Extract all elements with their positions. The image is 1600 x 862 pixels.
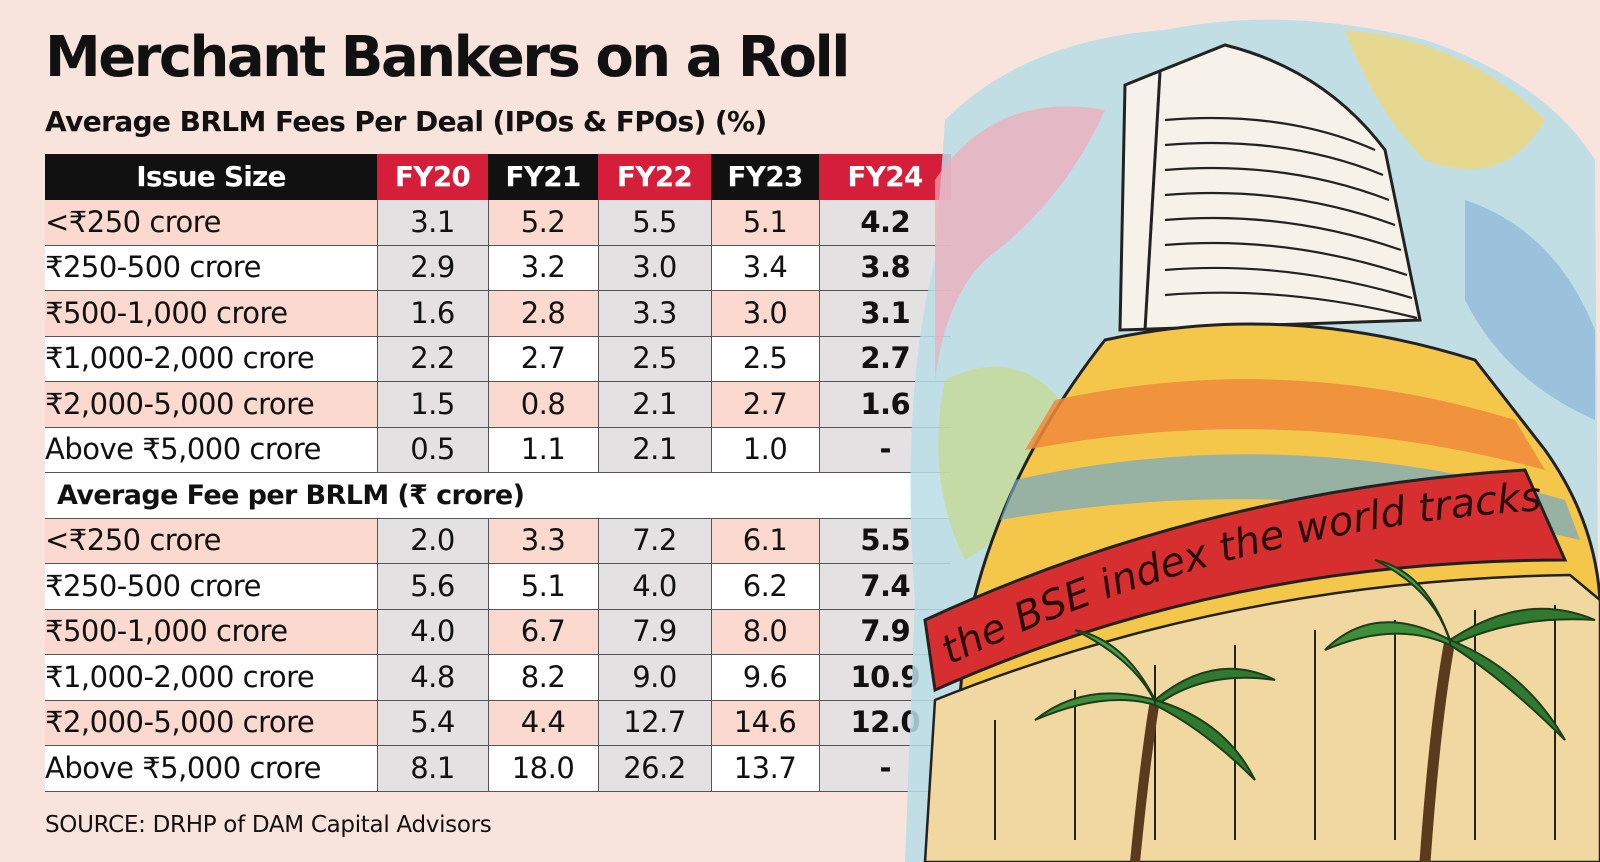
value-cell: 0.5 [377,427,489,473]
value-cell: 9.6 [711,654,820,701]
value-cell: 14.6 [711,700,820,746]
value-cell: 5.1 [711,199,820,246]
row-label: ₹2,000-5,000 crore [45,700,378,746]
table-row: ₹2,000-5,000 crore 5.4 4.4 12.7 14.6 12.0 [45,700,951,746]
bse-building-illustration: the BSE index the world tracks [905,19,1600,862]
value-cell: 3.3 [488,518,599,564]
value-cell: 3.8 [819,245,951,291]
fees-table: Issue Size FY20 FY21 FY22 FY23 FY24 <₹25… [45,154,951,792]
value-cell: 5.2 [488,199,599,246]
value-cell: 2.9 [377,245,489,291]
column-header-fy22: FY22 [598,154,711,200]
value-cell: 3.2 [488,245,599,291]
drum-band-blue [1000,454,1580,540]
table-row: <₹250 crore 3.1 5.2 5.5 5.1 4.2 [45,199,951,246]
table-row: Above ₹5,000 crore 0.5 1.1 2.1 1.0- [45,427,951,473]
value-cell: 3.4 [711,245,820,291]
value-cell: 3.0 [711,290,820,337]
row-label: Above ₹5,000 crore [45,427,378,473]
column-header-fy21: FY21 [488,154,598,200]
value-cell: 1.0 [711,427,820,473]
table-header-row: Issue Size FY20 FY21 FY22 FY23 FY24 [45,154,951,200]
value-cell: 3.1 [377,199,489,246]
row-label: ₹250-500 crore [45,563,378,610]
value-cell: 4.8 [377,654,489,701]
sky-splash-blue [1465,200,1595,420]
value-cell: 0.8 [488,381,599,428]
row-label: ₹1,000-2,000 crore [45,336,378,382]
row-label: ₹2,000-5,000 crore [45,381,378,428]
value-cell: 4.0 [598,563,712,610]
value-cell: 5.6 [377,563,489,610]
value-cell: 2.2 [377,336,489,382]
value-cell: 7.2 [598,518,712,564]
table-row: ₹250-500 crore 5.6 5.1 4.0 6.2 7.4 [45,563,951,610]
value-cell: 2.1 [598,427,712,473]
column-header-issue-size: Issue Size [45,154,377,200]
value-cell: 7.9 [598,609,712,655]
value-cell: 6.1 [711,518,820,564]
table-row: ₹2,000-5,000 crore 1.5 0.8 2.1 2.7 1.6 [45,381,951,428]
value-cell: 4.2 [819,199,951,246]
value-cell: 2.7 [711,381,820,428]
column-header-fy20: FY20 [377,154,488,200]
value-cell: 1.1 [488,427,599,473]
table-row: ₹500-1,000 crore 1.6 2.8 3.3 3.0 3.1 [45,290,951,337]
chart-subtitle: Average BRLM Fees Per Deal (IPOs & FPOs)… [45,105,767,138]
value-cell: 8.1 [377,745,489,792]
table-row: <₹250 crore 2.0 3.3 7.2 6.1 5.5 [45,518,951,564]
table-row: ₹500-1,000 crore 4.0 6.7 7.9 8.0 7.9 [45,609,951,655]
row-label: ₹250-500 crore [45,245,378,291]
row-label: ₹1,000-2,000 crore [45,654,378,701]
value-cell: 26.2 [598,745,712,792]
value-cell: 4.0 [377,609,489,655]
chart-title: Merchant Bankers on a Roll [45,25,850,90]
value-cell: 1.6 [377,290,489,337]
value-cell: 5.1 [488,563,599,610]
value-cell: 2.1 [598,381,712,428]
row-label: ₹500-1,000 crore [45,290,378,337]
column-header-fy23: FY23 [711,154,819,200]
value-cell: 2.8 [488,290,599,337]
palm-trees [1034,559,1596,862]
sky-splash-green [938,366,1075,560]
value-cell: 2.7 [488,336,599,382]
value-cell: 1.5 [377,381,489,428]
column-header-fy24: FY24 [819,154,951,200]
tower-edge [1143,71,1162,331]
value-cell: 2.5 [598,336,712,382]
sign-band [923,468,1568,693]
row-label: ₹500-1,000 crore [45,609,378,655]
value-cell: 4.4 [488,700,599,746]
value-cell: 18.0 [488,745,599,792]
table-body: <₹250 crore 3.1 5.2 5.5 5.1 4.2 ₹250-500 crore… [45,199,951,792]
value-cell: 2.5 [711,336,820,382]
value-cell: 6.2 [711,563,820,610]
value-cell: 9.0 [598,654,712,701]
sky-splash-pink [935,106,1105,380]
table-row: ₹250-500 crore 2.9 3.2 3.0 3.4 3.8 [45,245,951,291]
row-label: <₹250 crore [45,518,378,564]
table-row: Above ₹5,000 crore 8.1 18.0 26.2 13.7- [45,745,951,792]
value-cell: 13.7 [711,745,820,792]
tower-floors [1164,116,1418,320]
value-cell: 8.2 [488,654,599,701]
drum-band-orange [1025,379,1545,470]
row-label: <₹250 crore [45,199,378,246]
sky-splash-yellow [1345,30,1545,169]
source-note: SOURCE: DRHP of DAM Capital Advisors [45,812,492,838]
value-cell: 2.0 [377,518,489,564]
section-title: Average Fee per BRLM (₹ crore) [45,472,951,519]
section-header-row: Average Fee per BRLM (₹ crore) [45,472,951,519]
value-cell: 5.4 [377,700,489,746]
table-row: ₹1,000-2,000 crore 4.8 8.2 9.0 9.6 10.9 [45,654,951,701]
value-cell: 3.0 [598,245,712,291]
value-cell: 8.0 [711,609,820,655]
value-cell: 5.5 [598,199,712,246]
value-cell: 3.3 [598,290,712,337]
value-cell: 6.7 [488,609,599,655]
value-cell: 12.7 [598,700,712,746]
table-row: ₹1,000-2,000 crore 2.2 2.7 2.5 2.5 2.7 [45,336,951,382]
row-label: Above ₹5,000 crore [45,745,378,792]
